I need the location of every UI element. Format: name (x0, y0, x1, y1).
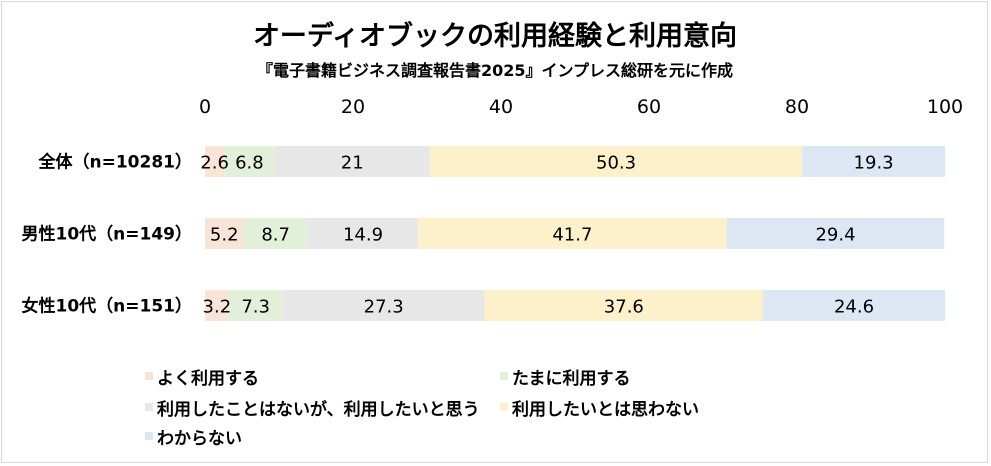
bar-segment (418, 218, 727, 249)
x-tick-label: 100 (927, 96, 963, 118)
bar-segment (726, 218, 945, 249)
bar-segment (228, 290, 283, 321)
x-tick-label: 20 (341, 96, 365, 118)
data-label: 3.2 (203, 297, 232, 318)
legend-label: 利用したことはないが、利用したいと思う (157, 399, 480, 420)
bar-segment (224, 146, 275, 177)
x-tick-label: 40 (489, 96, 513, 118)
bar-segment (307, 218, 419, 249)
bar-segment (762, 290, 945, 321)
legend-swatch (500, 403, 508, 411)
bar-segment (243, 218, 308, 249)
category-labels: 全体（n=10281） 男性10代（n=149） 女性10代（n=151） (22, 152, 193, 317)
chart-title: オーディオブックの利用経験と利用意向 (253, 20, 737, 52)
legend-swatch (145, 403, 153, 411)
data-label: 29.4 (815, 225, 855, 246)
data-label: 24.6 (834, 297, 874, 318)
data-label: 5.2 (210, 225, 239, 246)
bar-segment (282, 290, 485, 321)
bar-segment (205, 146, 225, 177)
data-label: 19.3 (854, 153, 894, 174)
data-label: 27.3 (364, 297, 404, 318)
bar-segment (484, 290, 763, 321)
chart-subtitle: 『電子書籍ビジネス調査報告書2025』インプレス総研を元に作成 (257, 61, 733, 80)
x-tick-label: 0 (199, 96, 211, 118)
x-tick-label: 80 (785, 96, 809, 118)
bar-segment (429, 146, 803, 177)
data-label: 21 (341, 153, 364, 174)
data-label: 37.6 (604, 297, 644, 318)
data-label: 41.7 (552, 225, 592, 246)
legend-swatch (500, 372, 508, 380)
category-label: 男性10代（n=149） (22, 224, 193, 245)
bar-segment (205, 218, 244, 249)
data-label: 8.7 (261, 225, 290, 246)
data-label: 14.9 (343, 225, 383, 246)
plot-area: 2.6 6.8 21 50.3 19.3 5.2 8.7 14.9 41.7 29.4 3.2 7.3… (200, 146, 945, 321)
bar-segment (205, 290, 229, 321)
data-label: 6.8 (235, 153, 264, 174)
data-label: 7.3 (241, 297, 270, 318)
category-label: 女性10代（n=151） (22, 296, 193, 317)
bar-segment (802, 146, 945, 177)
x-axis-tick-labels: 0 20 40 60 80 100 (199, 96, 963, 118)
legend-label: よく利用する (157, 368, 259, 389)
legend-label: わからない (157, 429, 242, 449)
data-label: 2.6 (200, 153, 229, 174)
legend-label: 利用したいとは思わない (512, 399, 699, 420)
x-tick-label: 60 (637, 96, 661, 118)
data-label: 50.3 (596, 153, 636, 174)
category-label: 全体（n=10281） (38, 152, 193, 173)
legend-swatch (145, 372, 153, 380)
legend-label: たまに利用する (512, 368, 631, 389)
bar-segment (274, 146, 430, 177)
legend-swatch (145, 432, 153, 440)
